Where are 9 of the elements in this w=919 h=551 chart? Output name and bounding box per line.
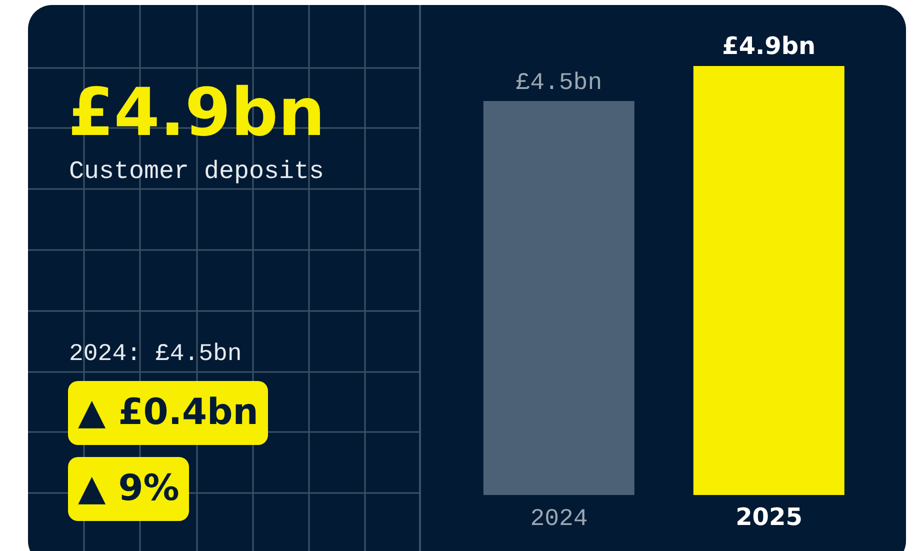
data-label: £4.5bn [516,70,602,98]
text: ▲ 9% [68,457,190,521]
data-label: £4.9bn [722,32,816,60]
text: ▲ £0.4bn [68,381,268,445]
text: Customer deposits [69,157,324,186]
x-tick-label: 2024 [530,506,588,533]
chart-title: £4.9bn [68,73,326,153]
text: 2024: £4.5bn [69,341,242,368]
x-tick-label: 2025 [736,503,802,531]
